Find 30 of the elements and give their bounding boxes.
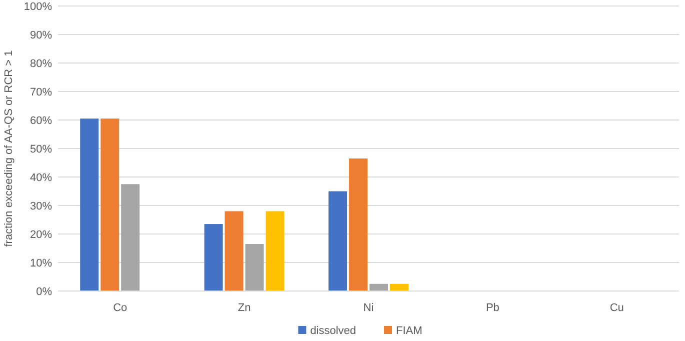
x-tick-label: Zn: [238, 302, 251, 314]
bar: [245, 244, 264, 291]
x-tick-label: Co: [113, 302, 128, 314]
y-tick-label: 50%: [30, 143, 52, 156]
bar: [121, 184, 140, 291]
y-tick-label: 70%: [30, 86, 52, 98]
y-axis-title: fraction exceeding of AA-QS or RCR > 1: [3, 50, 15, 247]
y-tick-label: 10%: [30, 257, 52, 270]
y-tick-label: 20%: [30, 228, 52, 241]
y-tick-label: 30%: [30, 200, 52, 212]
legend-label: dissolved: [310, 324, 356, 337]
legend-label: FIAM: [396, 324, 422, 337]
bar: [204, 224, 223, 291]
bar: [390, 284, 408, 291]
bar: [80, 118, 99, 291]
y-tick-label: 100%: [24, 0, 52, 13]
bar: [100, 118, 120, 291]
x-tick-label: Pb: [486, 302, 500, 314]
y-tick-label: 0%: [36, 286, 52, 298]
bar: [370, 284, 388, 291]
bar: [349, 158, 368, 291]
y-tick-label: 60%: [30, 114, 52, 127]
x-tick-label: Ni: [363, 302, 374, 314]
x-tick-label: Cu: [610, 302, 624, 314]
bar: [328, 191, 348, 291]
bar: [266, 211, 284, 291]
y-tick-label: 80%: [30, 58, 52, 70]
bar: [224, 211, 244, 291]
y-tick-label: 90%: [30, 29, 52, 42]
y-tick-label: 40%: [30, 172, 52, 184]
